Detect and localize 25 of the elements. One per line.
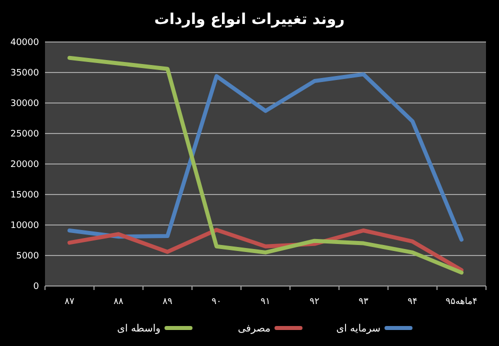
chart-title: روند تغییرات انواع واردات (154, 10, 345, 28)
line-series (68, 72, 464, 242)
y-tick-label: 0 (33, 282, 40, 292)
x-tick-label: ۸۸ (114, 297, 124, 307)
y-tick-label: 35000 (10, 68, 40, 79)
x-tick-label: ۹۲ (310, 297, 320, 307)
legend-label: سرمایه ای (336, 324, 380, 334)
y-tick-label: 40000 (10, 38, 40, 48)
x-tick-label: ۹۱ (260, 297, 270, 307)
legend-label: واسطه ای (117, 324, 161, 334)
line-series (68, 56, 464, 275)
line-series (68, 228, 464, 272)
x-tick-label: ۹۳ (358, 297, 368, 307)
y-tick-label: 20000 (10, 160, 40, 170)
x-tick-label: ۸۷ (64, 297, 74, 307)
x-tick-label: ۹۴ (408, 297, 418, 307)
y-tick-label: 15000 (10, 190, 40, 201)
y-tick-label: 10000 (10, 221, 40, 232)
y-tick-label: 25000 (10, 130, 40, 140)
y-tick-label: 5000 (16, 252, 40, 262)
legend-label: مصرفی (238, 324, 270, 334)
x-tick-label: ۴ماهه۹۵ (446, 297, 478, 307)
y-tick-label: 30000 (10, 99, 40, 110)
x-tick-label: ۹۰ (212, 297, 222, 307)
x-tick-label: ۸۹ (162, 297, 172, 307)
